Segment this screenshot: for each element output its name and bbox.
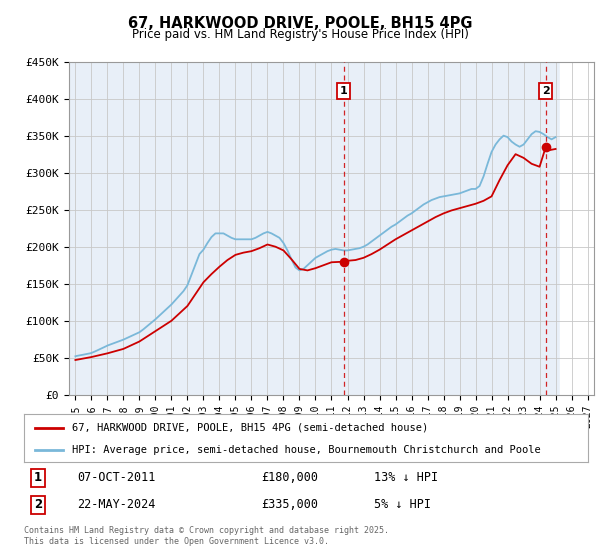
Text: 13% ↓ HPI: 13% ↓ HPI bbox=[374, 471, 438, 484]
Text: 67, HARKWOOD DRIVE, POOLE, BH15 4PG: 67, HARKWOOD DRIVE, POOLE, BH15 4PG bbox=[128, 16, 472, 31]
Text: 1: 1 bbox=[340, 86, 347, 96]
Bar bbox=[560, 62, 594, 395]
Text: Price paid vs. HM Land Registry's House Price Index (HPI): Price paid vs. HM Land Registry's House … bbox=[131, 28, 469, 41]
Text: 1: 1 bbox=[34, 471, 42, 484]
Text: HPI: Average price, semi-detached house, Bournemouth Christchurch and Poole: HPI: Average price, semi-detached house,… bbox=[72, 445, 541, 455]
Text: 22-MAY-2024: 22-MAY-2024 bbox=[77, 498, 156, 511]
Text: 2: 2 bbox=[34, 498, 42, 511]
Text: 2: 2 bbox=[542, 86, 550, 96]
Text: £180,000: £180,000 bbox=[261, 471, 318, 484]
Bar bbox=[560, 62, 594, 395]
Text: 07-OCT-2011: 07-OCT-2011 bbox=[77, 471, 156, 484]
Text: 67, HARKWOOD DRIVE, POOLE, BH15 4PG (semi-detached house): 67, HARKWOOD DRIVE, POOLE, BH15 4PG (sem… bbox=[72, 423, 428, 433]
Text: £335,000: £335,000 bbox=[261, 498, 318, 511]
Text: Contains HM Land Registry data © Crown copyright and database right 2025.
This d: Contains HM Land Registry data © Crown c… bbox=[24, 526, 389, 546]
Text: 5% ↓ HPI: 5% ↓ HPI bbox=[374, 498, 431, 511]
